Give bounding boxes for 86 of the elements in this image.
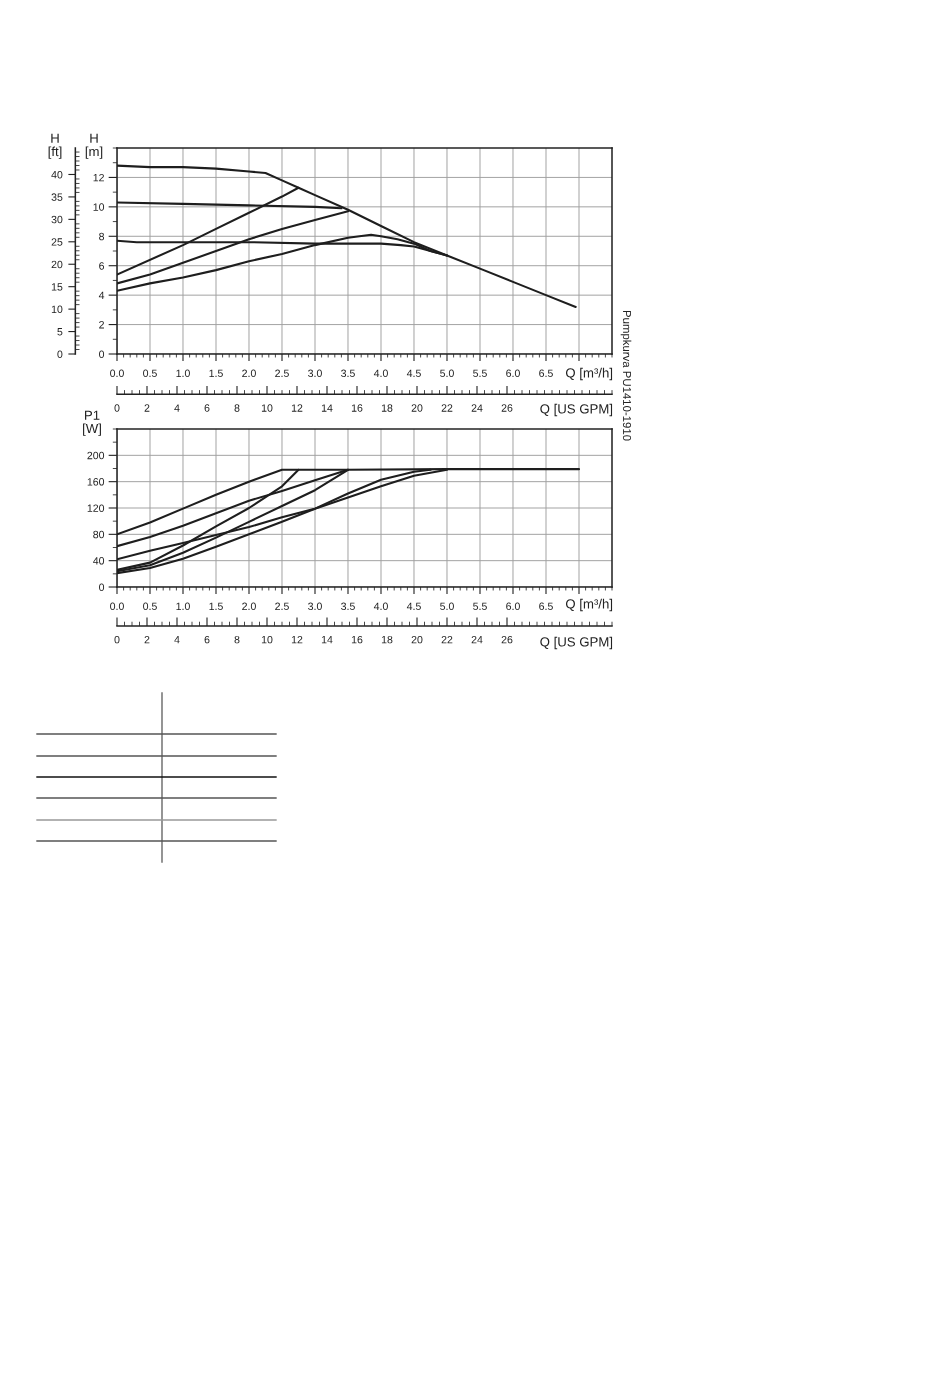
- x-tick-label: 5.5: [473, 369, 487, 378]
- y2-axis-title: H [ft]: [48, 133, 62, 159]
- x-tick-label: 2.0: [242, 602, 256, 611]
- x2-tick-label: 12: [291, 404, 303, 412]
- y2-tick-label: 15: [51, 283, 63, 291]
- y-tick-label: 0: [99, 350, 105, 358]
- x-tick-label: 1.5: [209, 602, 223, 611]
- x-tick-label: 6.5: [539, 369, 553, 378]
- y-tick-label: 8: [99, 232, 105, 241]
- x2-tick-label: 18: [381, 635, 393, 644]
- x-tick-label: 5.0: [440, 369, 454, 378]
- x-tick-label: 2.5: [275, 369, 289, 378]
- y-tick-label: 40: [93, 557, 105, 565]
- x2-tick-label: 14: [321, 404, 333, 412]
- y-tick-label: 0: [99, 583, 105, 591]
- x2-tick-label: 12: [291, 635, 303, 644]
- x2-tick-label: 6: [204, 404, 210, 412]
- x-tick-label: 4.0: [373, 602, 388, 611]
- x-tick-label: 1.0: [176, 602, 190, 611]
- x-tick-label: 3.0: [308, 602, 322, 611]
- x-tick-label: 4.5: [406, 369, 421, 378]
- x-tick-label: 3.5: [341, 369, 355, 378]
- x2-axis-title: Q [US GPM]: [540, 636, 613, 650]
- y2-tick-label: 0: [57, 350, 63, 358]
- y2-tick-label: 25: [51, 238, 63, 246]
- x2-tick-label: 4: [174, 404, 180, 412]
- x-tick-label: 6.5: [539, 602, 553, 611]
- x-tick-label: 1.0: [176, 369, 190, 378]
- y-axis-title: P1 [W]: [83, 410, 101, 436]
- y-tick-label: 10: [93, 203, 105, 211]
- x2-tick-label: 26: [501, 404, 513, 412]
- y-axis-title: H [m]: [85, 133, 103, 159]
- x2-tick-label: 16: [351, 404, 363, 412]
- x2-tick-label: 18: [381, 404, 393, 412]
- x-tick-label: 5.0: [440, 602, 454, 611]
- x2-tick-label: 0: [114, 635, 120, 644]
- x-tick-label: 4.5: [406, 602, 421, 611]
- x2-tick-label: 0: [114, 404, 120, 412]
- x2-tick-label: 10: [261, 404, 273, 412]
- y2-tick-label: 40: [51, 170, 63, 179]
- x2-tick-label: 16: [351, 635, 363, 644]
- x2-tick-label: 4: [174, 636, 180, 644]
- x-tick-label: 3.0: [308, 369, 322, 378]
- y2-tick-label: 5: [57, 328, 63, 336]
- x2-tick-label: 14: [321, 636, 333, 644]
- x-tick-label: 1.5: [209, 369, 223, 378]
- text: Pumpkurva PU1410-1910: [620, 310, 632, 441]
- y-tick-label: 4: [98, 291, 105, 299]
- x2-tick-label: 8: [234, 635, 240, 644]
- x-tick-label: 2.0: [242, 369, 256, 378]
- x-tick-label: 0.5: [143, 369, 157, 378]
- x-tick-label: 4.0: [373, 369, 388, 378]
- x-tick-label: 5.5: [473, 602, 487, 611]
- y-tick-label: 2: [99, 321, 104, 329]
- x-axis-title: Q [m³/h]: [565, 598, 613, 612]
- x-tick-label: 3.5: [341, 602, 355, 611]
- x2-tick-label: 20: [411, 404, 423, 412]
- x2-tick-label: 2: [144, 404, 150, 412]
- y-tick-label: 200: [87, 451, 105, 460]
- x2-tick-label: 22: [441, 635, 453, 644]
- x-tick-label: 0.0: [110, 602, 124, 611]
- y-tick-label: 120: [87, 504, 105, 512]
- y2-tick-label: 20: [51, 260, 63, 269]
- x-tick-label: 0.0: [110, 369, 124, 378]
- y-tick-label: 80: [93, 530, 105, 539]
- x-tick-label: 2.5: [275, 602, 289, 611]
- x-tick-label: 6.0: [506, 602, 520, 611]
- x-axis-title: Q [m³/h]: [565, 367, 613, 381]
- y2-tick-label: 35: [51, 193, 63, 201]
- x2-tick-label: 22: [441, 404, 453, 412]
- x2-tick-label: 26: [501, 635, 513, 644]
- x2-tick-label: 20: [411, 635, 423, 644]
- x2-axis-title: Q [US GPM]: [540, 403, 613, 417]
- x2-tick-label: 6: [204, 635, 210, 644]
- x2-tick-label: 8: [234, 404, 240, 412]
- x2-tick-label: 24: [471, 404, 483, 412]
- x2-tick-label: 2: [144, 635, 150, 644]
- y-tick-label: 12: [93, 173, 104, 182]
- x2-tick-label: 24: [471, 635, 483, 644]
- x-tick-label: 6.0: [506, 369, 520, 378]
- y-tick-label: 6: [99, 262, 105, 270]
- y-tick-label: 160: [87, 478, 105, 486]
- x-tick-label: 0.5: [143, 602, 157, 611]
- x2-tick-label: 10: [261, 635, 273, 644]
- y2-tick-label: 10: [51, 305, 63, 314]
- y2-tick-label: 30: [51, 215, 63, 224]
